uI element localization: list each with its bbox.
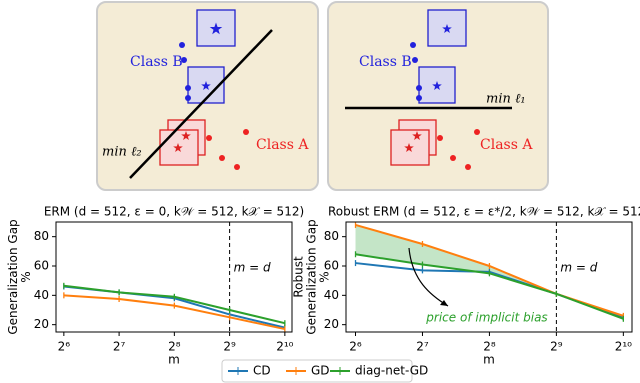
dot — [474, 129, 480, 135]
class-label: Class B — [359, 54, 412, 70]
dot — [465, 164, 471, 170]
legend-box — [221, 359, 413, 383]
dot — [243, 129, 249, 135]
y-axis-label: Generalization Gap — [305, 219, 319, 334]
class-label: Class A — [480, 137, 533, 153]
x-axis-label: m — [168, 353, 180, 367]
dot — [416, 95, 422, 101]
x-axis-label: m — [483, 353, 495, 367]
chart-title: ERM (d = 512, ε = 0, k𝒲 = 512, k𝒳 = 512) — [44, 205, 304, 219]
x-tick-label: 2⁶ — [58, 340, 71, 354]
dot — [410, 42, 416, 48]
y-tick-label: 20 — [324, 317, 339, 331]
plot-frame — [55, 221, 293, 333]
legend-label: GD — [311, 364, 330, 378]
dot — [437, 135, 443, 141]
y-tick-label: 60 — [324, 259, 339, 273]
arrow-head — [440, 300, 448, 306]
diagram-l1: Class B Class A min ℓ₁ — [327, 1, 549, 191]
y-axis-label: Robust — [292, 256, 306, 298]
dot — [450, 155, 456, 161]
vline-label: m = d — [234, 261, 271, 275]
legend-label: diag-net-GD — [355, 364, 428, 378]
dot — [412, 57, 418, 63]
plot-frame — [345, 221, 633, 333]
y-tick-label: 40 — [34, 288, 49, 302]
y-axis-label: % — [318, 271, 332, 282]
x-tick-label: 2⁷ — [416, 340, 429, 354]
dot — [206, 135, 212, 141]
x-tick-label: 2¹⁰ — [615, 340, 632, 354]
x-tick-label: 2⁹ — [550, 340, 563, 354]
vline-label: m = d — [560, 261, 597, 275]
objective: min ℓ₂ — [102, 145, 142, 160]
x-tick-label: 2⁹ — [223, 340, 236, 354]
dot — [179, 42, 185, 48]
legend: CD GD diag-net-GD — [221, 359, 428, 383]
dot — [234, 164, 240, 170]
objective: min ℓ₁ — [486, 92, 526, 107]
annotation: price of implicit bias — [425, 311, 547, 325]
y-tick-label: 80 — [324, 229, 339, 243]
x-tick-label: 2⁸ — [168, 340, 181, 354]
y-tick-label: 40 — [324, 288, 339, 302]
y-tick-label: 60 — [34, 259, 49, 273]
class-label: Class B — [130, 54, 183, 70]
x-tick-label: 2⁸ — [483, 340, 496, 354]
dot — [185, 95, 191, 101]
legend-label: CD — [253, 364, 271, 378]
y-tick-label: 20 — [34, 317, 49, 331]
diagram-l2: Class B Class A min ℓ₂ — [96, 1, 319, 191]
dot — [219, 155, 225, 161]
y-tick-label: 80 — [34, 229, 49, 243]
x-tick-label: 2⁷ — [113, 340, 126, 354]
separator — [129, 29, 273, 179]
square — [159, 129, 199, 166]
chart-title: Robust ERM (d = 512, ε = ε*/2, k𝒲 = 512,… — [328, 205, 640, 219]
y-axis-label: Generalization Gap — [6, 219, 20, 334]
x-tick-label: 2⁶ — [349, 340, 362, 354]
dot — [416, 85, 422, 91]
x-tick-label: 2¹⁰ — [276, 340, 293, 354]
class-label: Class A — [256, 137, 309, 153]
dot — [185, 85, 191, 91]
dot — [181, 57, 187, 63]
y-axis-label: % — [19, 271, 33, 282]
